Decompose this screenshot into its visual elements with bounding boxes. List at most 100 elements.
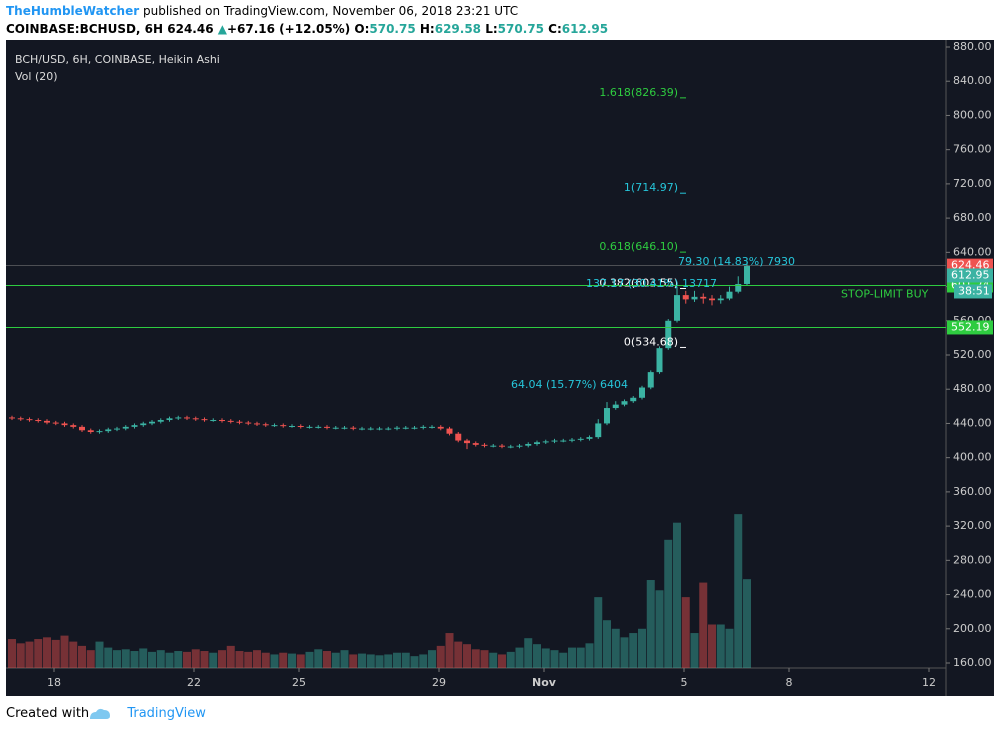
volume-bar: [541, 648, 550, 668]
author[interactable]: TheHumbleWatcher: [6, 4, 140, 18]
candle-body: [455, 433, 462, 441]
x-tick-label: 8: [785, 676, 792, 689]
volume-bar: [235, 651, 244, 668]
volume-bar: [603, 620, 612, 668]
candle-body: [464, 440, 471, 444]
candle-body: [735, 283, 742, 292]
volume-bar: [34, 639, 43, 668]
y-tick-label: 760.00: [953, 143, 992, 156]
candle-body: [271, 425, 278, 427]
countdown-badge: [954, 284, 992, 299]
y-tick-label: 720.00: [953, 177, 992, 190]
candle-body: [534, 442, 541, 444]
candle-body: [332, 427, 339, 429]
candle-body: [621, 401, 628, 405]
volume-bar: [69, 641, 78, 668]
volume-bar: [60, 635, 69, 668]
candle-body: [79, 426, 86, 431]
candle-body: [184, 417, 191, 419]
volume-bar: [51, 639, 60, 668]
y-tick-label: 360.00: [953, 485, 992, 498]
volume-bar: [174, 651, 183, 668]
candle-body: [411, 427, 418, 429]
candle-body: [682, 295, 689, 300]
volume-bar: [226, 645, 235, 668]
candle-body: [673, 295, 680, 321]
candle-body: [481, 444, 488, 446]
volume-bar: [200, 651, 209, 668]
candle-body: [44, 420, 51, 423]
volume-bar: [375, 655, 384, 668]
volume-bar: [498, 654, 507, 668]
volume-bar: [288, 653, 297, 668]
chart: BCH/USD, 6H, COINBASE, Heikin Ashi Vol (…: [6, 40, 994, 696]
volume-bar: [8, 639, 17, 668]
candle-body: [604, 408, 611, 424]
candle-body: [26, 419, 33, 421]
volume-bar: [410, 656, 419, 668]
candle-body: [708, 298, 715, 301]
volume-bar: [384, 654, 393, 668]
volume-bar: [550, 650, 559, 668]
candle-body: [376, 428, 383, 430]
candle-body: [691, 296, 698, 300]
y-tick-label: 280.00: [953, 553, 992, 566]
candle-body: [647, 372, 654, 388]
volume-bar: [209, 652, 218, 668]
volume-bar: [524, 638, 533, 668]
volume-bar: [594, 597, 603, 668]
volume-bar: [734, 514, 743, 668]
y-tick-label: 520.00: [953, 348, 992, 361]
volume-bar: [445, 633, 454, 668]
volume-bar: [130, 651, 139, 668]
x-tick-label: Nov: [532, 676, 557, 689]
y-tick-label: 240.00: [953, 588, 992, 601]
candle-body: [289, 426, 296, 428]
candle-body: [490, 445, 497, 447]
candle-body: [402, 427, 409, 429]
volume-bar: [506, 651, 515, 668]
candle-body: [70, 425, 77, 427]
candle-body: [542, 441, 549, 443]
candle-body: [157, 420, 164, 422]
y-tick-label: 640.00: [953, 245, 992, 258]
candle-body: [227, 420, 234, 422]
volume-bar: [156, 650, 165, 668]
volume-bar: [690, 633, 699, 668]
l-label: L:: [485, 22, 498, 36]
candle-body: [341, 427, 348, 429]
candle-body: [122, 426, 129, 429]
candle-body: [726, 291, 733, 299]
candle-body: [367, 428, 374, 430]
candle-body: [245, 422, 252, 424]
close-badge: [947, 268, 993, 283]
l: 570.75: [497, 22, 544, 36]
candle-body: [507, 446, 514, 448]
x-tick-label: 5: [680, 676, 687, 689]
price: 624.46: [167, 22, 214, 36]
volume-bar: [419, 654, 428, 668]
volume-bar: [436, 645, 445, 668]
candle-body: [560, 440, 567, 442]
candle-body: [630, 397, 637, 402]
volume-bar: [568, 647, 577, 668]
y-tick-label: 680.00: [953, 211, 992, 224]
candle-body: [192, 418, 199, 420]
brand[interactable]: TradingView: [127, 706, 206, 721]
volume-bar: [16, 643, 25, 668]
candle-body: [262, 424, 269, 426]
volume-bar: [620, 637, 629, 668]
candle-body: [429, 426, 436, 428]
candle-body: [61, 423, 68, 426]
background: [6, 40, 994, 696]
candle-body: [315, 426, 322, 428]
candle-body: [9, 417, 16, 419]
candle-body: [140, 423, 147, 426]
y-tick-label: 320.00: [953, 519, 992, 532]
candle-body: [254, 423, 261, 425]
volume-bar: [637, 628, 646, 668]
volume-bar: [699, 582, 708, 668]
y-tick-label: 800.00: [953, 108, 992, 121]
close-text: 612.95: [951, 268, 990, 281]
volume-bar: [629, 633, 638, 668]
